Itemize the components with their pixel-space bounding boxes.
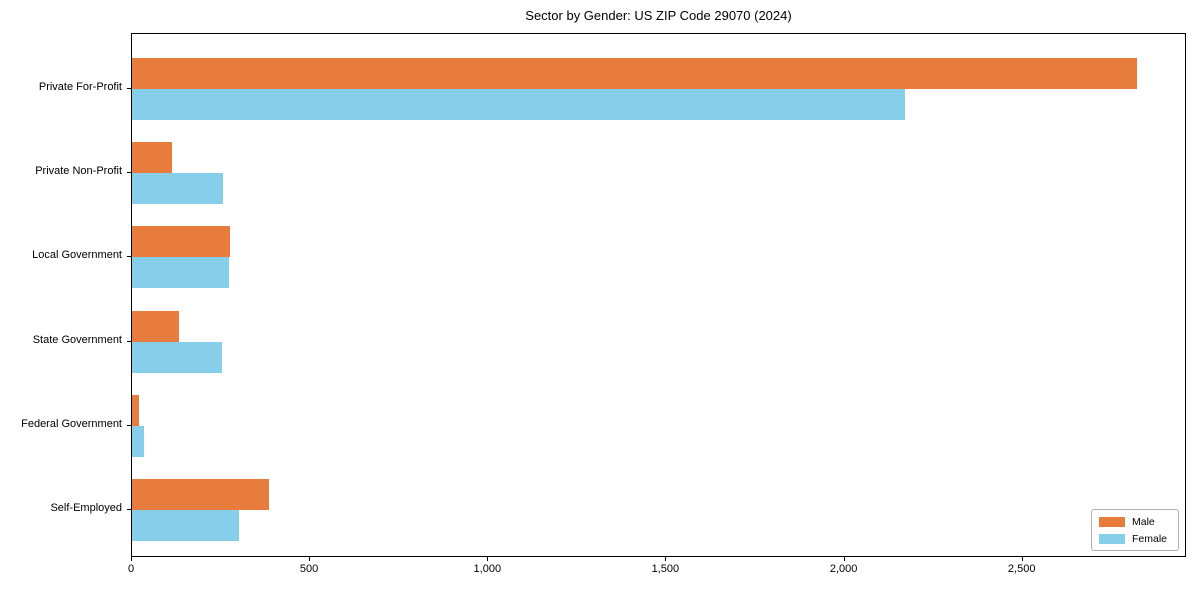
- x-tick-label-2-500: 2,500: [1007, 563, 1036, 575]
- y-tick-mark-private-for-profit: [127, 88, 131, 89]
- bar-female-local-government: [132, 257, 229, 289]
- y-tick-mark-federal-government: [127, 424, 131, 426]
- y-tick-mark-self-employed: [127, 509, 131, 510]
- x-tick-mark-1-000: [487, 557, 489, 561]
- x-tick-label-0: 0: [127, 563, 135, 575]
- y-tick-mark-private-non-profit: [127, 172, 131, 174]
- y-tick-label-federal-government: Federal Government: [21, 417, 122, 430]
- legend: Male Female: [1091, 509, 1179, 551]
- bar-male-local-government: [132, 226, 230, 258]
- bar-male-state-government: [132, 310, 179, 342]
- y-tick-label-private-non-profit: Private Non-Profit: [35, 165, 122, 178]
- x-tick-label-500: 500: [299, 563, 319, 575]
- bar-female-private-for-profit: [132, 89, 906, 120]
- bar-female-state-government: [132, 341, 223, 373]
- y-tick-mark-state-government: [127, 340, 131, 342]
- legend-entry-male: Male: [1099, 516, 1171, 528]
- bar-male-federal-government: [132, 394, 140, 426]
- y-tick-label-private-for-profit: Private For-Profit: [38, 81, 122, 93]
- bar-female-self-employed: [132, 510, 239, 541]
- y-tick-label-self-employed: Self-Employed: [50, 502, 122, 514]
- x-tick-label-2-000: 2,000: [829, 563, 858, 575]
- x-tick-mark-0: [131, 557, 132, 561]
- bar-female-federal-government: [132, 425, 144, 457]
- x-tick-label-1-000: 1,000: [473, 563, 502, 575]
- x-tick-mark-2-000: [843, 557, 845, 561]
- plot-area: [131, 33, 1186, 557]
- bar-male-self-employed: [132, 479, 270, 510]
- female-legend-label: Female: [1132, 533, 1168, 545]
- y-tick-label-local-government: Local Government: [32, 249, 122, 262]
- x-tick-mark-500: [309, 557, 311, 561]
- bar-male-private-non-profit: [132, 142, 172, 174]
- y-tick-label-state-government: State Government: [32, 333, 122, 346]
- male-legend-label: Male: [1132, 516, 1155, 528]
- female-legend-swatch: [1099, 534, 1125, 544]
- x-tick-mark-1-500: [665, 557, 667, 561]
- x-tick-label-1-500: 1,500: [651, 563, 680, 575]
- chart-title: Sector by Gender: US ZIP Code 29070 (202…: [525, 8, 792, 23]
- bar-male-private-for-profit: [132, 58, 1137, 89]
- x-tick-mark-2-500: [1021, 557, 1023, 561]
- legend-entry-female: Female: [1099, 533, 1171, 545]
- y-tick-mark-local-government: [127, 256, 131, 258]
- bar-female-private-non-profit: [132, 173, 223, 205]
- male-legend-swatch: [1099, 517, 1125, 527]
